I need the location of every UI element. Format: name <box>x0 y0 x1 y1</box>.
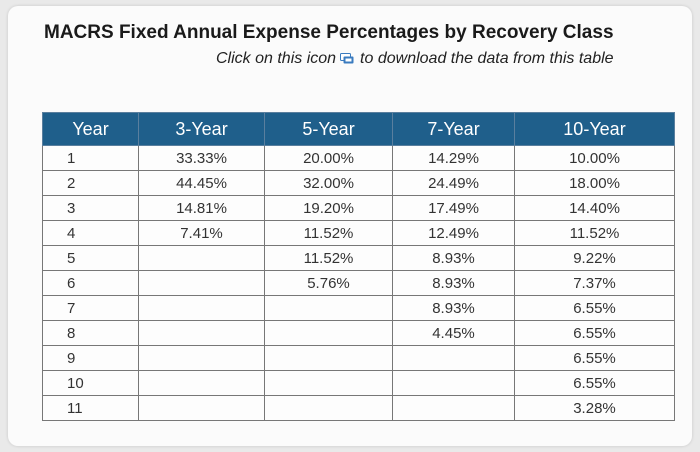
cell-10-year: 9.22% <box>514 245 675 271</box>
cell-5-year: 32.00% <box>264 170 393 196</box>
table-row: 3 14.81% 19.20% 17.49% 14.40% <box>42 195 675 221</box>
table-row: 9 6.55% <box>42 345 675 371</box>
cell-3-year <box>138 345 265 371</box>
cell-year: 1 <box>42 145 139 171</box>
cell-3-year <box>138 370 265 396</box>
cell-year: 4 <box>42 220 139 246</box>
table-row: 4 7.41% 11.52% 12.49% 11.52% <box>42 220 675 246</box>
cell-3-year: 44.45% <box>138 170 265 196</box>
table-header-row: Year 3-Year 5-Year 7-Year 10-Year <box>42 112 675 146</box>
cell-10-year: 18.00% <box>514 170 675 196</box>
cell-7-year: 8.93% <box>392 270 515 296</box>
cell-10-year: 10.00% <box>514 145 675 171</box>
header-3-year: 3-Year <box>138 112 265 146</box>
cell-5-year <box>264 295 393 321</box>
table-row: 7 8.93% 6.55% <box>42 295 675 321</box>
cell-7-year: 8.93% <box>392 295 515 321</box>
table-row: 2 44.45% 32.00% 24.49% 18.00% <box>42 170 675 196</box>
cell-10-year: 6.55% <box>514 345 675 371</box>
table-body: 1 33.33% 20.00% 14.29% 10.00% 2 44.45% 32.00% 24… <box>42 145 675 421</box>
cell-7-year <box>392 395 515 421</box>
page-card: MACRS Fixed Annual Expense Percentages b… <box>8 6 692 446</box>
cell-7-year: 12.49% <box>392 220 515 246</box>
macrs-table: Year 3-Year 5-Year 7-Year 10-Year 1 33.33… <box>42 112 675 421</box>
cell-year: 10 <box>42 370 139 396</box>
cell-10-year: 11.52% <box>514 220 675 246</box>
cell-7-year: 24.49% <box>392 170 515 196</box>
table-row: 6 5.76% 8.93% 7.37% <box>42 270 675 296</box>
cell-5-year <box>264 320 393 346</box>
cell-year: 11 <box>42 395 139 421</box>
header-year: Year <box>42 112 139 146</box>
cell-5-year: 11.52% <box>264 220 393 246</box>
table-row: 10 6.55% <box>42 370 675 396</box>
cell-10-year: 3.28% <box>514 395 675 421</box>
table-row: 8 4.45% 6.55% <box>42 320 675 346</box>
instruction-text-after: to download the data from this table <box>360 50 614 67</box>
table-row: 11 3.28% <box>42 395 675 421</box>
cell-3-year <box>138 245 265 271</box>
cell-year: 3 <box>42 195 139 221</box>
cell-5-year: 11.52% <box>264 245 393 271</box>
cell-5-year: 19.20% <box>264 195 393 221</box>
cell-5-year: 20.00% <box>264 145 393 171</box>
cell-year: 2 <box>42 170 139 196</box>
cell-3-year: 14.81% <box>138 195 265 221</box>
cell-year: 8 <box>42 320 139 346</box>
table-row: 5 11.52% 8.93% 9.22% <box>42 245 675 271</box>
cell-7-year: 8.93% <box>392 245 515 271</box>
cell-3-year <box>138 320 265 346</box>
cell-5-year <box>264 370 393 396</box>
cell-10-year: 7.37% <box>514 270 675 296</box>
cell-7-year <box>392 345 515 371</box>
cell-3-year: 7.41% <box>138 220 265 246</box>
cell-7-year: 4.45% <box>392 320 515 346</box>
download-icon[interactable] <box>340 51 354 64</box>
cell-10-year: 6.55% <box>514 320 675 346</box>
cell-year: 5 <box>42 245 139 271</box>
cell-year: 6 <box>42 270 139 296</box>
cell-7-year <box>392 370 515 396</box>
cell-10-year: 6.55% <box>514 295 675 321</box>
cell-year: 7 <box>42 295 139 321</box>
cell-5-year <box>264 395 393 421</box>
header-7-year: 7-Year <box>392 112 515 146</box>
header-5-year: 5-Year <box>264 112 393 146</box>
cell-7-year: 14.29% <box>392 145 515 171</box>
cell-3-year <box>138 295 265 321</box>
cell-3-year <box>138 395 265 421</box>
page-title: MACRS Fixed Annual Expense Percentages b… <box>44 22 614 43</box>
instruction-text-before: Click on this icon <box>216 50 337 67</box>
cell-5-year <box>264 345 393 371</box>
cell-3-year <box>138 270 265 296</box>
cell-7-year: 17.49% <box>392 195 515 221</box>
cell-5-year: 5.76% <box>264 270 393 296</box>
cell-year: 9 <box>42 345 139 371</box>
cell-10-year: 6.55% <box>514 370 675 396</box>
cell-3-year: 33.33% <box>138 145 265 171</box>
download-instruction: Click on this icon to download the data … <box>216 50 614 68</box>
table-row: 1 33.33% 20.00% 14.29% 10.00% <box>42 145 675 171</box>
cell-10-year: 14.40% <box>514 195 675 221</box>
header-10-year: 10-Year <box>514 112 675 146</box>
